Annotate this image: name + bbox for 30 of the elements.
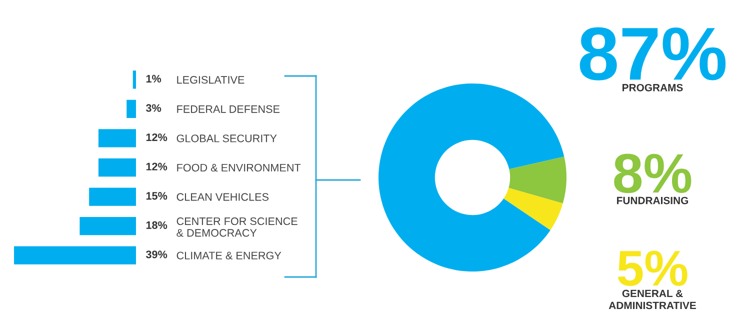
bar [98, 129, 136, 148]
bar [89, 188, 136, 206]
slice-label: FUNDRAISING [617, 196, 688, 204]
y-tick-label: GLOBAL SECURITY [176, 134, 277, 142]
slice-label: PROGRAMS [622, 84, 683, 92]
y-tick-label: FEDERAL DEFENSE [177, 105, 280, 113]
data-label: 87% [580, 27, 726, 80]
y-tick-label: CLIMATE & ENERGY [176, 252, 282, 260]
bar [14, 246, 136, 264]
y-tick-label: CENTER FOR SCIENCE & DEMOCRACY [176, 217, 298, 237]
bar [80, 216, 136, 236]
slice-label: GENERAL & ADMINISTRATIVE [608, 290, 696, 310]
donut-slice [508, 156, 566, 204]
data-label: 12% [146, 162, 168, 170]
data-label: 3% [146, 104, 162, 112]
y-tick-label: CLEAN VEHICLES [176, 193, 268, 201]
data-label: 39% [146, 250, 168, 258]
data-label: 18% [146, 221, 168, 229]
data-label: 15% [146, 192, 168, 200]
bar [98, 158, 136, 177]
data-label: 1% [146, 74, 162, 83]
bar [132, 70, 136, 89]
data-label: 8% [614, 154, 692, 194]
y-tick-label: FOOD & ENVIRONMENT [177, 164, 301, 172]
data-label: 5% [618, 250, 688, 286]
y-tick-label: LEGISLATIVE [177, 76, 244, 84]
donut-slice [504, 188, 563, 230]
data-label: 12% [146, 133, 168, 142]
bar [126, 100, 136, 118]
donut-slice [378, 84, 564, 272]
